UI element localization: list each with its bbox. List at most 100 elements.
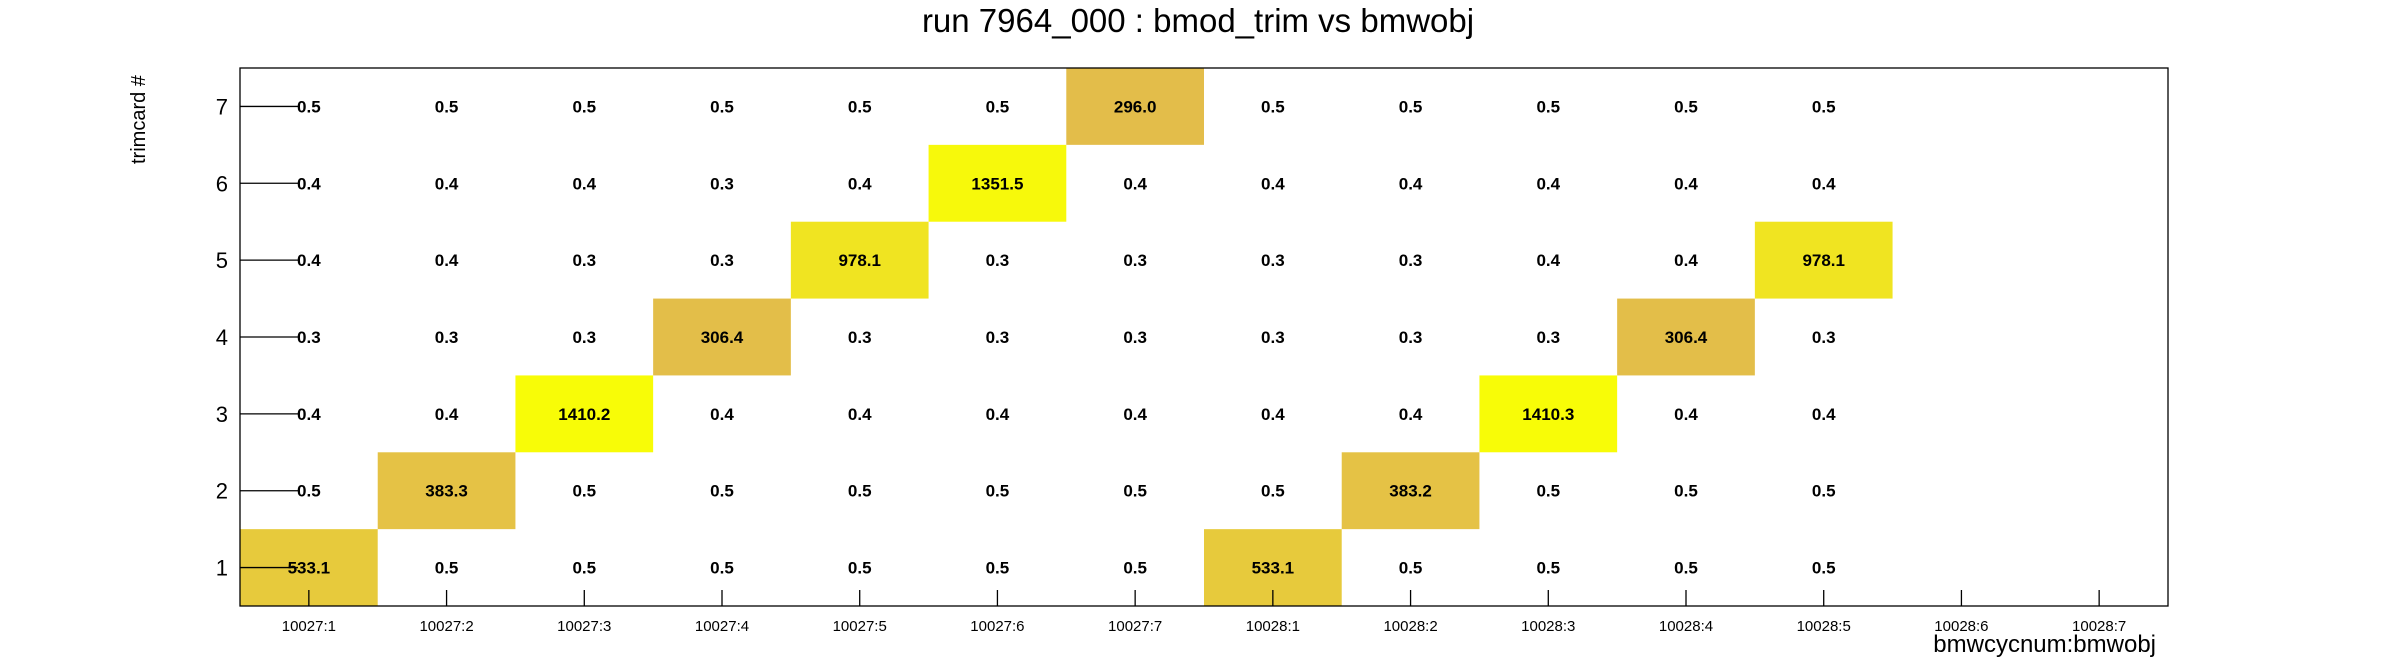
cell-value-label: 0.3 xyxy=(1536,328,1560,347)
cell-value-label: 0.5 xyxy=(572,559,596,578)
cell-value-label: 0.4 xyxy=(1536,174,1560,193)
cell-value-label: 0.3 xyxy=(986,328,1010,347)
cell-value-label: 0.4 xyxy=(1261,405,1285,424)
cell-value-label: 0.4 xyxy=(1123,405,1147,424)
cell-value-label: 978.1 xyxy=(1802,251,1845,270)
cell-value-label: 0.5 xyxy=(1399,97,1423,116)
cell-value-label: 0.5 xyxy=(848,97,872,116)
heatmap-cell xyxy=(1479,375,1618,453)
cell-value-label: 0.3 xyxy=(1399,251,1423,270)
cell-value-label: 0.3 xyxy=(1261,328,1285,347)
cell-value-label: 0.5 xyxy=(297,97,321,116)
cell-value-label: 0.5 xyxy=(1399,559,1423,578)
cell-value-label: 0.3 xyxy=(297,328,321,347)
cell-value-label: 0.5 xyxy=(710,97,734,116)
cell-value-label: 0.4 xyxy=(297,174,321,193)
heatmap-cell xyxy=(1754,221,1893,299)
cell-value-label: 0.5 xyxy=(1123,482,1147,501)
y-tick-label: 5 xyxy=(216,248,228,273)
cell-value-label: 1351.5 xyxy=(971,174,1023,193)
cell-value-label: 0.4 xyxy=(1812,174,1836,193)
cell-value-label: 0.5 xyxy=(1812,559,1836,578)
cell-value-label: 0.4 xyxy=(572,174,596,193)
cell-value-label: 0.3 xyxy=(1123,328,1147,347)
cell-value-label: 0.5 xyxy=(848,482,872,501)
cell-value-label: 0.4 xyxy=(1399,405,1423,424)
cell-value-label: 0.4 xyxy=(1399,174,1423,193)
cell-value-label: 0.5 xyxy=(435,97,459,116)
cell-value-label: 0.5 xyxy=(986,97,1010,116)
cell-value-label: 0.5 xyxy=(1674,97,1698,116)
cell-value-label: 0.3 xyxy=(710,174,734,193)
chart-title: run 7964_000 : bmod_trim vs bmwobj xyxy=(921,2,1475,39)
x-tick-label: 10028:5 xyxy=(1797,618,1851,635)
cell-value-label: 383.3 xyxy=(425,482,468,501)
cell-value-label: 306.4 xyxy=(1665,328,1708,347)
cell-value-label: 0.5 xyxy=(1123,559,1147,578)
cell-value-label: 533.1 xyxy=(288,559,331,578)
y-tick-label: 4 xyxy=(216,325,228,350)
cell-value-label: 0.4 xyxy=(1123,174,1147,193)
cell-value-label: 0.3 xyxy=(1812,328,1836,347)
cell-value-label: 296.0 xyxy=(1114,97,1157,116)
x-tick-label: 10027:7 xyxy=(1108,618,1162,635)
cell-value-label: 0.5 xyxy=(1536,482,1560,501)
heatmap-cell xyxy=(653,298,791,376)
cell-value-label: 0.5 xyxy=(1674,482,1698,501)
x-tick-label: 10027:3 xyxy=(557,618,611,635)
cell-value-label: 0.5 xyxy=(572,97,596,116)
cell-value-label: 0.4 xyxy=(848,174,872,193)
cell-value-label: 0.5 xyxy=(848,559,872,578)
cell-value-label: 0.4 xyxy=(848,405,872,424)
cell-value-label: 0.5 xyxy=(710,559,734,578)
cell-value-label: 0.5 xyxy=(710,482,734,501)
cell-value-label: 0.3 xyxy=(848,328,872,347)
cell-value-label: 0.4 xyxy=(435,251,459,270)
heatmap-cell xyxy=(377,452,516,530)
x-tick-label: 10028:3 xyxy=(1521,618,1575,635)
x-tick-label: 10027:5 xyxy=(833,618,887,635)
plot-frame xyxy=(239,67,2169,607)
cell-value-label: 0.4 xyxy=(1812,405,1836,424)
cell-value-label: 0.3 xyxy=(1399,328,1423,347)
cell-value-label: 0.5 xyxy=(435,559,459,578)
cell-value-label: 0.5 xyxy=(1261,482,1285,501)
cell-value-label: 0.5 xyxy=(1812,97,1836,116)
cell-value-label: 0.3 xyxy=(710,251,734,270)
cell-value-label: 0.5 xyxy=(1261,97,1285,116)
cell-value-label: 0.4 xyxy=(1674,174,1698,193)
cell-value-label: 0.5 xyxy=(1812,482,1836,501)
cell-value-label: 0.3 xyxy=(435,328,459,347)
x-tick-label: 10027:2 xyxy=(419,618,473,635)
heatmap-cell xyxy=(790,221,929,299)
x-tick-label: 10028:7 xyxy=(2072,618,2126,635)
heatmap-cell xyxy=(1341,452,1480,530)
x-tick-label: 10028:6 xyxy=(1934,618,1988,635)
cell-value-label: 0.4 xyxy=(1261,174,1285,193)
cell-value-label: 0.5 xyxy=(1536,559,1560,578)
cell-value-label: 383.2 xyxy=(1389,482,1432,501)
cell-value-label: 0.3 xyxy=(1123,251,1147,270)
cell-value-label: 0.4 xyxy=(435,405,459,424)
x-tick-label: 10028:1 xyxy=(1246,618,1300,635)
heatmap-cell xyxy=(1066,68,1204,145)
x-tick-label: 10027:4 xyxy=(695,618,749,635)
x-tick-label: 10028:2 xyxy=(1383,618,1437,635)
x-tick-label: 10027:6 xyxy=(970,618,1024,635)
y-tick-label: 3 xyxy=(216,402,228,427)
cell-value-label: 0.3 xyxy=(572,328,596,347)
cell-value-label: 0.5 xyxy=(1536,97,1560,116)
cell-value-label: 0.4 xyxy=(435,174,459,193)
cell-value-label: 0.4 xyxy=(710,405,734,424)
cell-value-label: 0.5 xyxy=(297,482,321,501)
cell-value-label: 0.5 xyxy=(572,482,596,501)
cell-value-label: 1410.2 xyxy=(558,405,610,424)
heatmap-cell xyxy=(515,375,654,453)
cell-value-label: 0.3 xyxy=(1261,251,1285,270)
cell-value-label: 0.5 xyxy=(1674,559,1698,578)
x-tick-label: 10027:1 xyxy=(282,618,336,635)
y-tick-label: 6 xyxy=(216,171,228,196)
x-axis-label: bmwcycnum:bmwobj xyxy=(1933,631,2156,658)
cell-value-label: 0.4 xyxy=(1674,251,1698,270)
cell-value-label: 1410.3 xyxy=(1522,405,1574,424)
